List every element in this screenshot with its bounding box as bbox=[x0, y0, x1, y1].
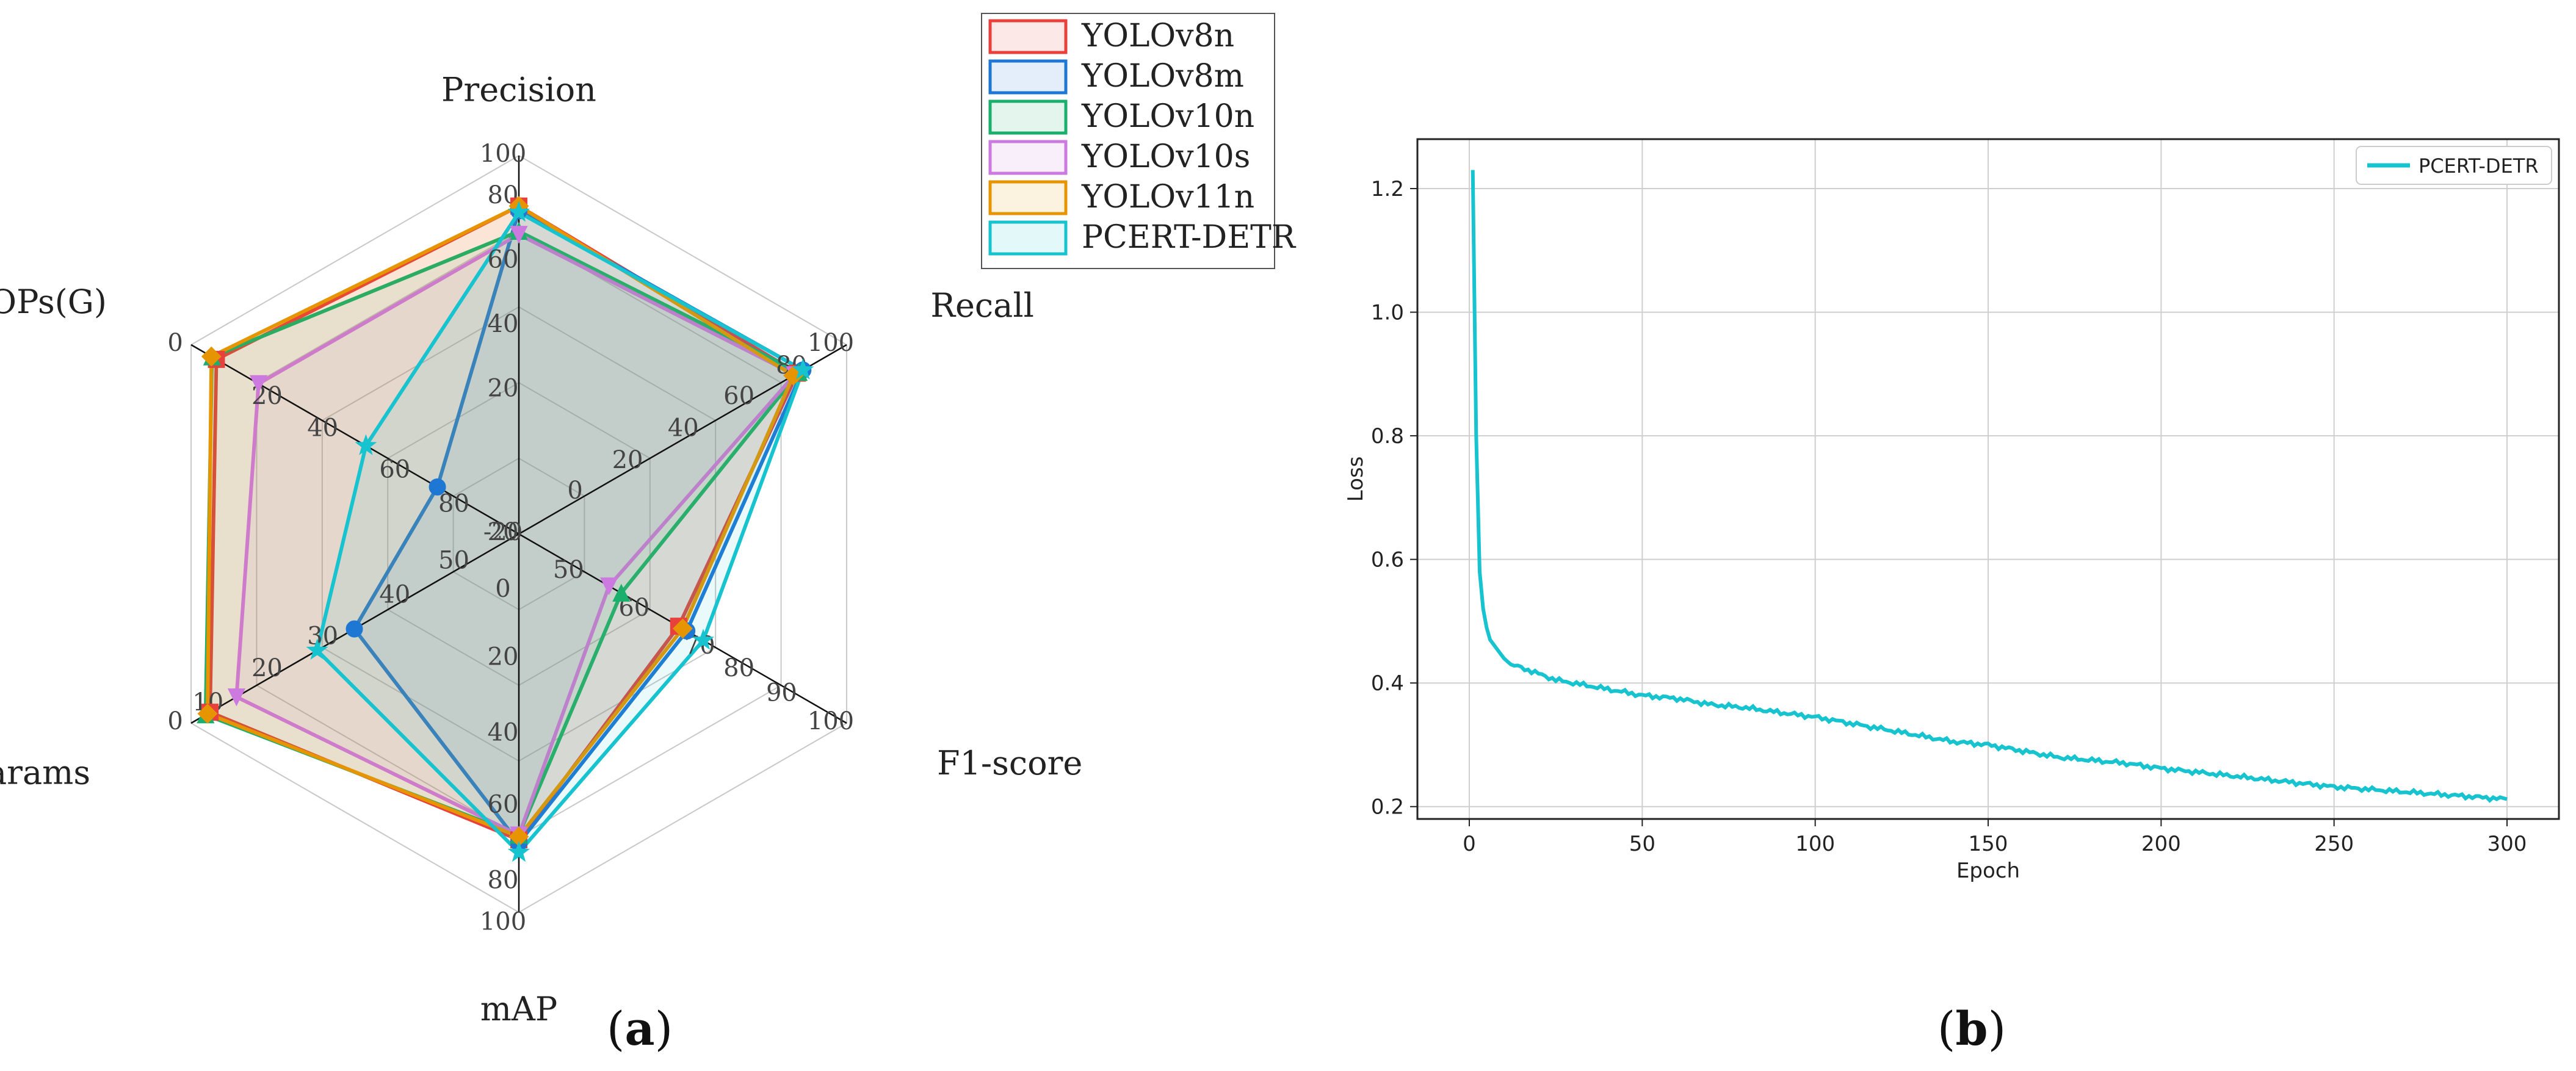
loss-legend-frame bbox=[2356, 146, 2552, 185]
radar-tick-f1-score: 20 bbox=[488, 518, 519, 546]
y-tick-label: 0.6 bbox=[1371, 548, 1404, 572]
radar-tick-precision: 60 bbox=[488, 246, 519, 274]
radar-tick-flops-g: 60 bbox=[379, 456, 410, 484]
radar-markers bbox=[197, 196, 814, 862]
radar-series bbox=[203, 204, 805, 854]
radar-tick-params: 0 bbox=[167, 707, 183, 735]
legend-swatch-pcert-detr bbox=[988, 220, 1068, 256]
panel-b-label: (b) bbox=[1937, 1001, 2006, 1056]
legend-label-yolov10n: YOLOv10n bbox=[1081, 98, 1254, 135]
legend-swatch-yolov11n bbox=[988, 180, 1068, 215]
legend-label-yolov11n: YOLOv11n bbox=[1081, 179, 1254, 215]
radar-tick-map: 20 bbox=[488, 643, 519, 671]
loss-chart: 0 50 100 150 200 250 300 0.2 0.4 0.6 0.8 1.0 1.2 Epo… bbox=[1344, 138, 2560, 883]
radar-point-pcert-detr-f1-score bbox=[692, 629, 715, 650]
y-tick-label: 1.0 bbox=[1371, 301, 1404, 325]
loss-legend-label: PCERT-DETR bbox=[2419, 154, 2539, 178]
radar-tick-flops-g: 0 bbox=[167, 329, 183, 357]
x-tick-label: 150 bbox=[1969, 832, 2008, 856]
radar-point-yolov8m-flops-g bbox=[429, 478, 446, 496]
radar-point-pcert-detr-params bbox=[306, 638, 328, 660]
radar-tick-recall: 100 bbox=[808, 329, 854, 357]
radar-tick-params: 20 bbox=[251, 654, 283, 682]
radar-point-yolov8m-params bbox=[346, 620, 363, 638]
radar-tick-map: 60 bbox=[488, 790, 519, 818]
radar-point-pcert-detr-recall bbox=[792, 358, 814, 380]
legend-swatch-yolov8n bbox=[988, 19, 1068, 54]
loss-legend: PCERT-DETR bbox=[2356, 146, 2552, 185]
radar-tick-recall: 0 bbox=[567, 477, 582, 505]
radar-tick-flops-g: 80 bbox=[438, 490, 469, 518]
radar-axis-labels: Precision Recall F1-score mAP Params FLOPs(G) bbox=[0, 71, 1082, 1029]
radar-chart: 20406080100-2002040608010020506070809010… bbox=[0, 71, 1082, 1029]
radar-point-yolov10s-flops-g bbox=[249, 375, 268, 394]
radar-point-yolov11n-flops-g bbox=[201, 346, 222, 367]
radar-point-yolov11n-params bbox=[197, 704, 218, 724]
y-tick-label: 1.2 bbox=[1371, 177, 1404, 201]
radar-tick-params: 30 bbox=[307, 622, 338, 651]
legend-label-pcert-detr: PCERT-DETR bbox=[1082, 219, 1297, 256]
panel-a-label: (a) bbox=[607, 1001, 673, 1056]
radar-tick-params: 40 bbox=[379, 580, 410, 608]
radar-axis-label-f1-score: F1-score bbox=[937, 744, 1082, 782]
x-tick-label: 200 bbox=[2141, 832, 2181, 856]
x-axis-label: Epoch bbox=[1956, 859, 2020, 883]
x-tick-label: 300 bbox=[2487, 832, 2527, 856]
radar-tick-map: 80 bbox=[488, 866, 519, 894]
radar-point-pcert-detr-map bbox=[507, 840, 530, 862]
legend-label-yolov10s: YOLOv10s bbox=[1081, 139, 1250, 175]
legend-swatch-yolov10n bbox=[988, 99, 1068, 135]
radar-tick-precision: 20 bbox=[488, 374, 519, 402]
y-tick-label: 0.8 bbox=[1371, 424, 1404, 449]
radar-tick-f1-score: 80 bbox=[723, 654, 754, 682]
x-tick-label: 50 bbox=[1629, 832, 1655, 856]
radar-tick-f1-score: 50 bbox=[553, 556, 584, 584]
radar-point-yolov10s-params bbox=[227, 688, 246, 707]
loss-grid bbox=[1417, 139, 2559, 819]
radar-tick-flops-g: 40 bbox=[307, 414, 338, 442]
x-tick-label: 0 bbox=[1463, 832, 1476, 856]
radar-axis-label-recall: Recall bbox=[930, 286, 1034, 325]
radar-axis-label-precision: Precision bbox=[441, 71, 596, 109]
radar-point-yolov10n-f1-score bbox=[612, 583, 631, 602]
radar-tick-labels: 20406080100-2002040608010020506070809010… bbox=[167, 140, 854, 936]
loss-series-line bbox=[1471, 170, 2508, 803]
radar-axis-label-map: mAP bbox=[480, 990, 558, 1028]
y-axis-label: Loss bbox=[1344, 456, 1368, 502]
radar-tick-recall: 40 bbox=[668, 414, 699, 442]
x-tick-label: 100 bbox=[1795, 832, 1835, 856]
radar-point-yolov10s-f1-score bbox=[600, 577, 618, 596]
radar-axis-label-params: Params bbox=[0, 754, 90, 792]
radar-tick-recall: 60 bbox=[723, 382, 754, 410]
loss-ticks: 0 50 100 150 200 250 300 0.2 0.4 0.6 0.8 1.0 1.2 bbox=[1371, 177, 2527, 856]
radar-point-pcert-detr-precision bbox=[507, 201, 530, 222]
radar-tick-map: 0 bbox=[495, 575, 510, 603]
y-tick-label: 0.2 bbox=[1371, 795, 1404, 820]
y-tick-label: 0.4 bbox=[1371, 671, 1404, 696]
legend-swatch-yolov8m bbox=[988, 59, 1068, 95]
radar-axis-label-flops-g: FLOPs(G) bbox=[0, 283, 107, 321]
radar-tick-params: 50 bbox=[438, 547, 469, 575]
radar-axis-line-flops-g bbox=[190, 344, 519, 535]
radar-point-yolov11n-f1-score bbox=[673, 618, 693, 639]
radar-tick-map: 100 bbox=[480, 908, 526, 936]
legend-label-yolov8m: YOLOv8m bbox=[1081, 58, 1244, 95]
x-tick-label: 250 bbox=[2314, 832, 2354, 856]
loss-plot-frame bbox=[1416, 138, 2560, 820]
radar-point-yolov10s-precision bbox=[510, 226, 528, 244]
legend-swatch-yolov10s bbox=[988, 140, 1068, 175]
legend-label-yolov8n: YOLOv8n bbox=[1081, 18, 1234, 54]
radar-tick-f1-score: 90 bbox=[766, 679, 797, 707]
radar-point-pcert-detr-flops-g bbox=[355, 434, 377, 455]
radar-tick-map: 40 bbox=[488, 719, 519, 747]
radar-tick-precision: 40 bbox=[488, 310, 519, 338]
radar-tick-recall: 20 bbox=[612, 446, 643, 474]
radar-tick-f1-score: 100 bbox=[808, 707, 854, 735]
radar-tick-recall: -20 bbox=[483, 518, 523, 546]
radar-tick-precision: 100 bbox=[480, 140, 526, 168]
